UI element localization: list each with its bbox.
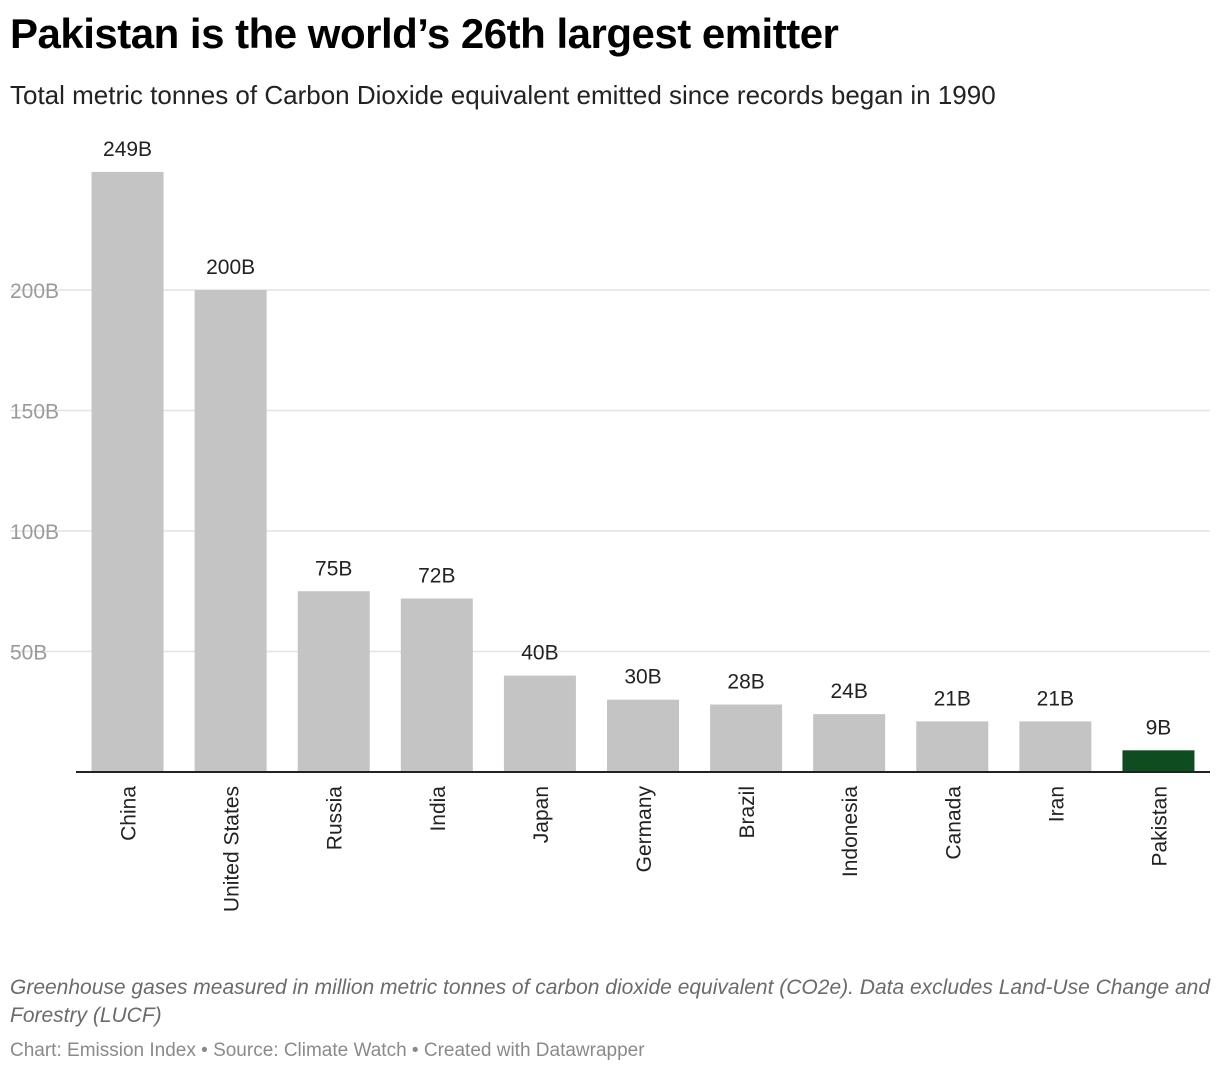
data-label: 21B — [1037, 687, 1074, 710]
chart-byline: Chart: Emission Index • Source: Climate … — [10, 1040, 645, 1062]
bar — [607, 700, 679, 772]
data-label: 9B — [1146, 716, 1172, 739]
data-label: 28B — [727, 671, 764, 694]
x-tick-label: Germany — [633, 786, 656, 873]
x-tick-label: India — [427, 786, 450, 832]
y-tick-label: 100B — [10, 521, 59, 544]
bar-chart: 50B 100B 150B 200B 249B 200B 75B 72B 40B 30B 28B 2… — [0, 130, 1220, 950]
x-tick-label: Russia — [324, 786, 347, 851]
data-label: 75B — [315, 557, 352, 580]
data-label: 30B — [624, 666, 661, 689]
category-labels: China United States Russia India Japan German… — [118, 786, 1172, 913]
chart-subtitle: Total metric tonnes of Carbon Dioxide eq… — [10, 80, 996, 111]
bar — [916, 721, 988, 772]
data-label: 200B — [206, 256, 255, 279]
bar — [195, 290, 267, 772]
y-tick-label: 150B — [10, 401, 59, 424]
bar — [298, 591, 370, 772]
data-label: 21B — [934, 687, 971, 710]
bar — [813, 714, 885, 772]
bar — [1019, 721, 1091, 772]
chart-notes: Greenhouse gases measured in million met… — [10, 974, 1215, 1030]
data-label: 249B — [103, 138, 152, 161]
y-tick-label: 50B — [10, 642, 47, 665]
bar — [401, 598, 473, 772]
y-tick-label: 200B — [10, 280, 59, 303]
x-tick-label: Indonesia — [839, 786, 862, 877]
bar — [710, 705, 782, 772]
x-tick-label: Brazil — [736, 786, 759, 839]
x-tick-label: Canada — [942, 786, 965, 860]
bar — [504, 676, 576, 772]
x-tick-label: Iran — [1045, 786, 1068, 822]
bar — [92, 172, 164, 772]
data-label: 72B — [418, 564, 455, 587]
gridlines: 50B 100B 150B 200B — [10, 280, 1210, 665]
chart-title: Pakistan is the world’s 26th largest emi… — [10, 10, 838, 58]
bar — [1122, 750, 1194, 772]
x-tick-label: Japan — [530, 786, 553, 843]
data-label: 40B — [521, 642, 558, 665]
x-tick-label: Pakistan — [1148, 786, 1171, 867]
data-label: 24B — [830, 680, 867, 703]
x-tick-label: United States — [221, 786, 244, 912]
x-tick-label: China — [118, 786, 141, 841]
